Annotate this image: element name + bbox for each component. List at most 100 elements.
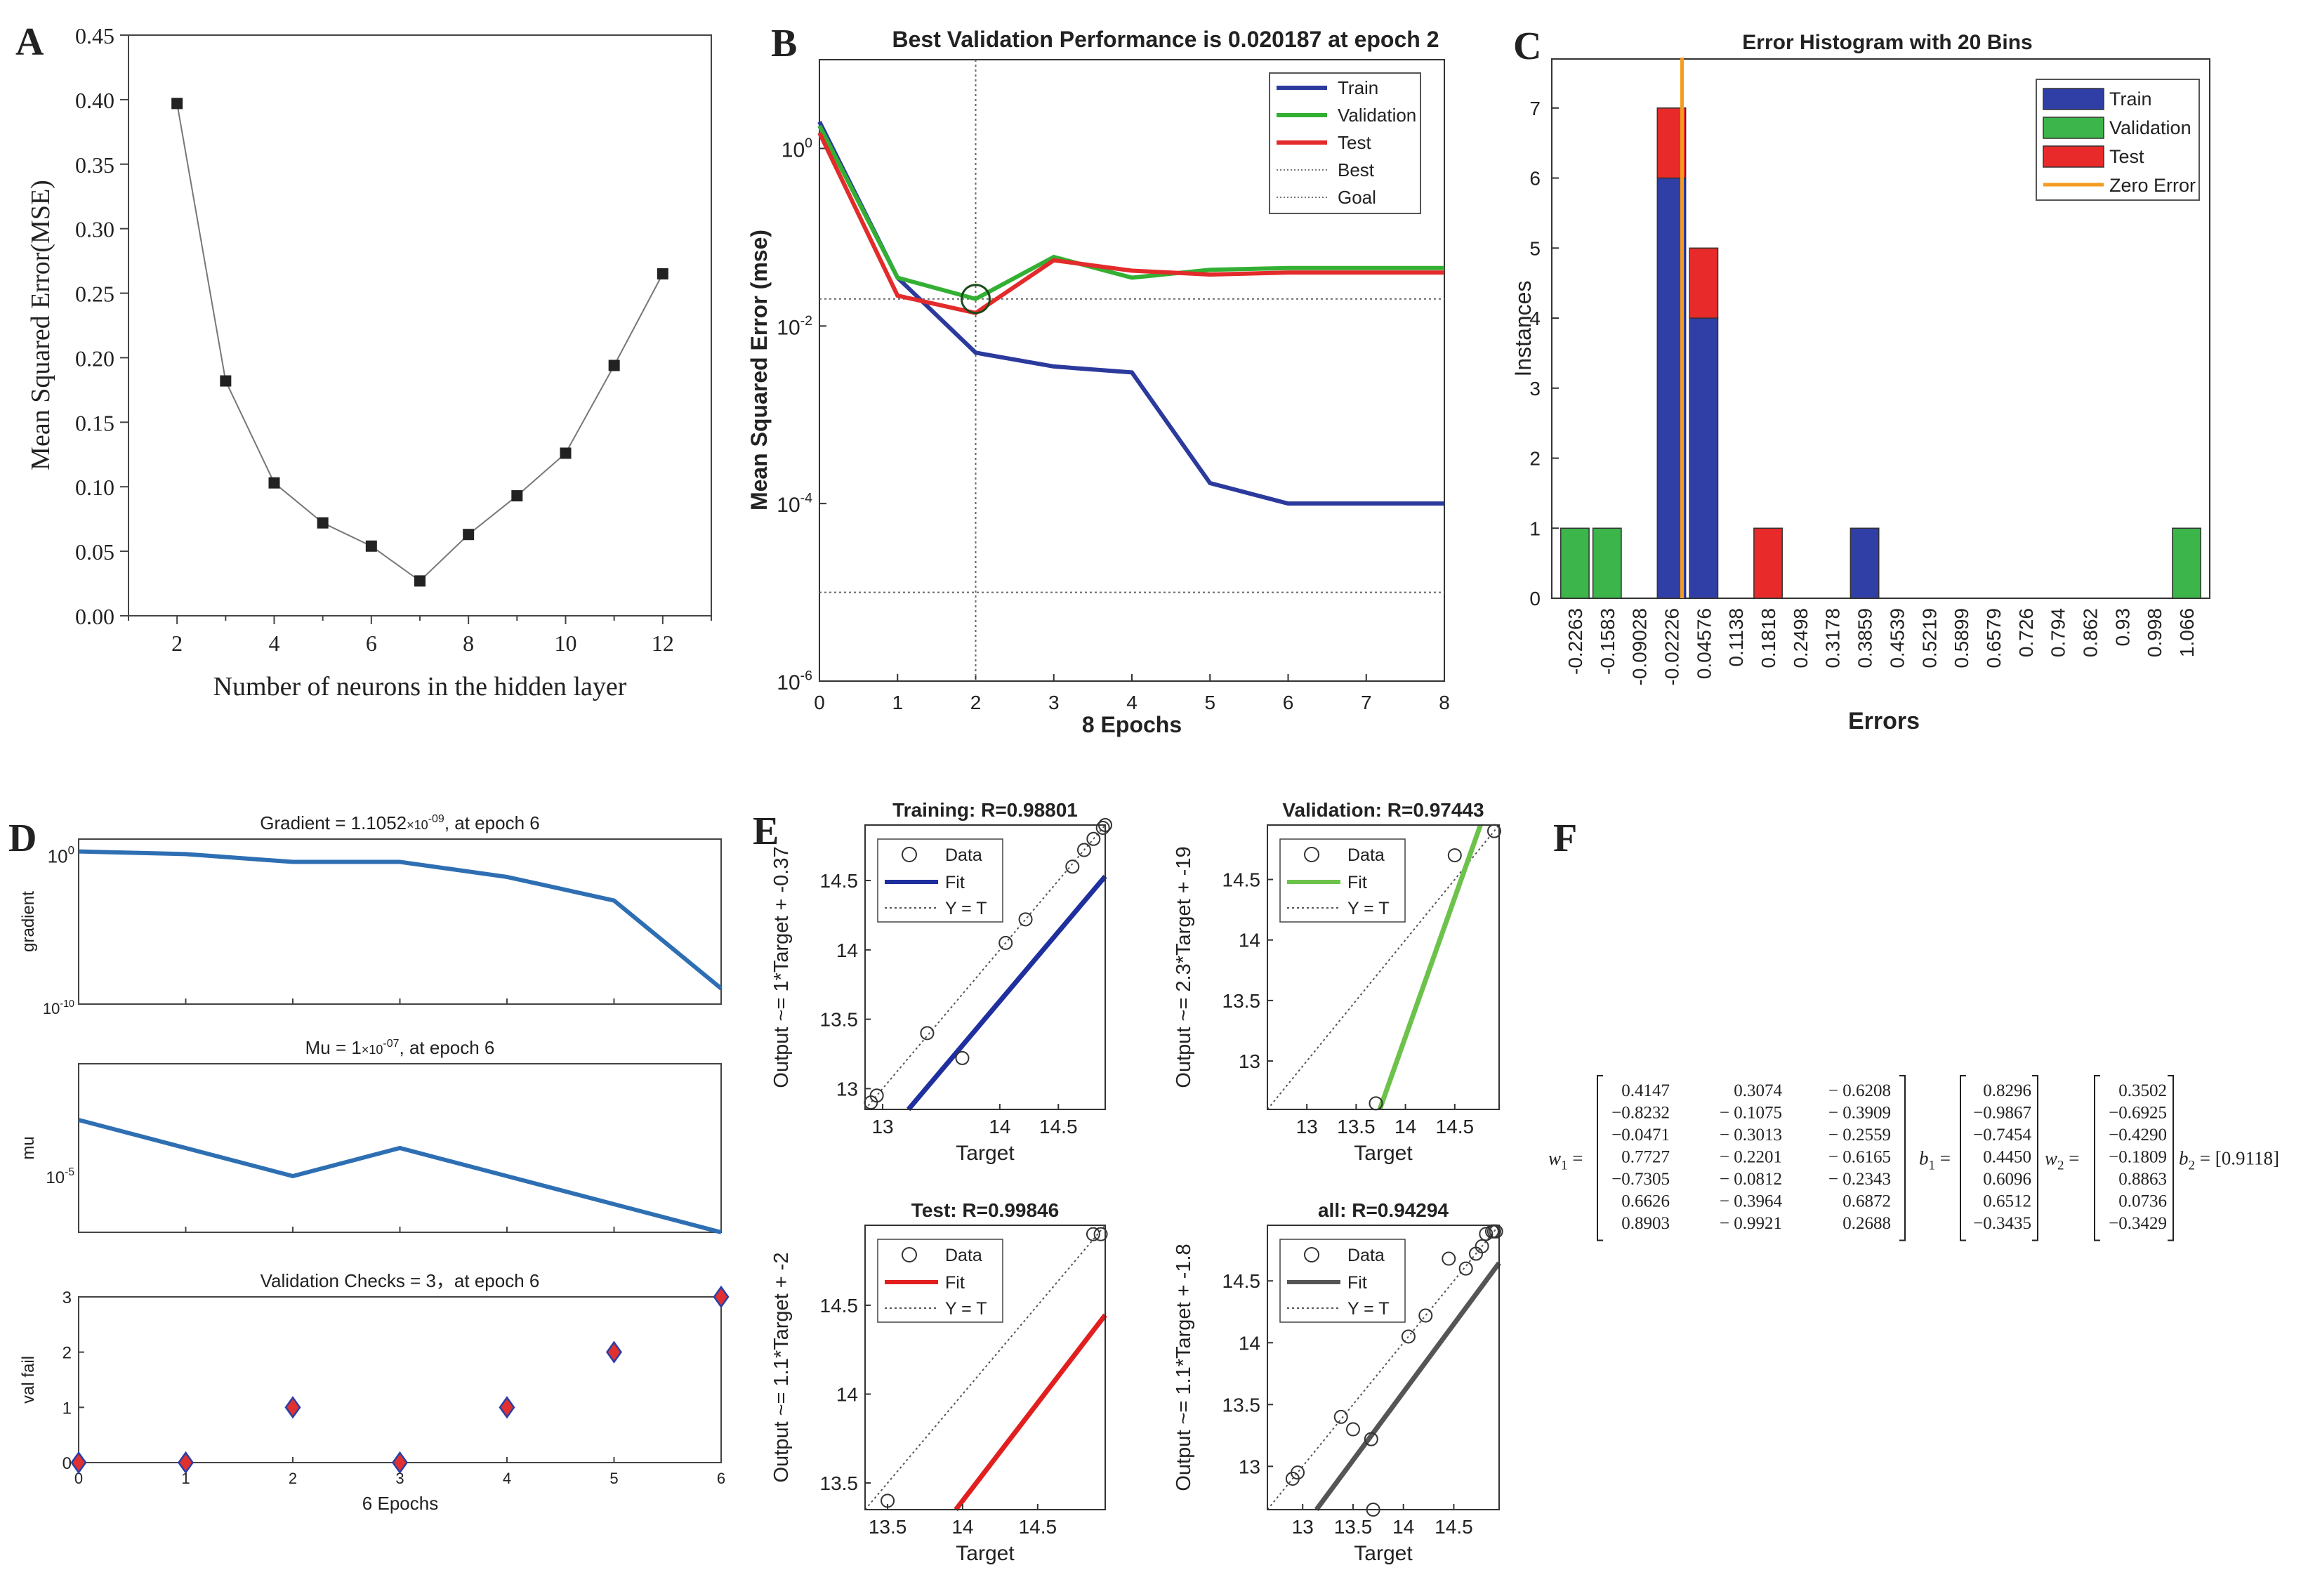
panel-b-xtick-label: 8: [1439, 692, 1450, 713]
panel-f-w1-cell: − 0.1075: [1720, 1104, 1782, 1123]
panel-f-w2-right-bracket: [2168, 1075, 2174, 1241]
panel-e-ytick-label: 14: [1239, 1332, 1260, 1354]
panel-label-a: A: [15, 20, 44, 64]
panel-e-data-point: [1086, 1227, 1100, 1241]
panel-e-ytick-label: 14.5: [1222, 869, 1261, 891]
panel-e-data-point: [998, 935, 1013, 950]
panel-d-subplot-title: Gradient = 1.1052×10-09, at epoch 6: [260, 812, 539, 833]
panel-b-ytick-label-base: 10: [777, 316, 800, 339]
panel-d-title-post: , at epoch 6: [400, 1037, 495, 1058]
panel-d-ytick-label: 0: [62, 1454, 72, 1473]
panel-e-data-point: [1418, 1308, 1433, 1323]
panel-e-data-point: [955, 1050, 970, 1065]
panel-e-xtick-label: 14.5: [1019, 1516, 1057, 1538]
panel-c-legend-label: Validation: [2109, 117, 2191, 138]
panel-d-ytick-label-exp: -5: [65, 1166, 74, 1178]
panel-d-subplot-title: Mu = 1×10-07, at epoch 6: [305, 1037, 495, 1058]
panel-a: 0.00 0.05 0.10 0.15 0.20 0.25 0.30 0.35 0.40 0.45…: [26, 23, 712, 701]
panel-b-legend-label: Validation: [1338, 105, 1416, 126]
panel-a-point: [414, 575, 426, 587]
panel-f-b1-right-bracket: [2032, 1075, 2038, 1241]
panel-e-xtick-label: 14.5: [1039, 1116, 1078, 1137]
panel-c-bar-test: [1689, 247, 1719, 319]
panel-d-xtick-label: 1: [181, 1470, 190, 1487]
panel-f-w2-cell: 0.8863: [2118, 1170, 2167, 1189]
panel-d-xtick-label: 2: [289, 1470, 297, 1487]
panel-a-xtick-label: 4: [269, 631, 280, 656]
panel-d-valfail-point: [713, 1285, 730, 1309]
panel-e-fit-line: [1314, 1261, 1501, 1512]
panel-a-ytick-label: 0.30: [75, 217, 114, 242]
panel-d-subplot-frame: [78, 1296, 722, 1463]
panel-e-xtick-label: 14.5: [1435, 1516, 1473, 1538]
panel-f-w1-right-bracket: [1899, 1075, 1906, 1241]
panel-e-legend-label: Data: [1347, 1246, 1385, 1265]
panel-b-ytick-label-base: 10: [777, 494, 800, 517]
panel-c-ytick-label: 2: [1529, 448, 1541, 470]
panel-c-xtick-label: -0.1583: [1597, 608, 1618, 675]
panel-c-legend-label: Train: [2109, 88, 2152, 110]
panel-a-point: [608, 360, 620, 371]
panel-e-xtick-label: 14: [989, 1116, 1010, 1137]
panel-e-legend-label: Data: [945, 1246, 982, 1265]
panel-e-data-point: [1475, 1239, 1489, 1253]
panel-f-w2-symbol: w2 =: [2045, 1147, 2080, 1173]
panel-a-ytick-label: 0.20: [75, 345, 114, 371]
panel-d-ytick-label: 100: [48, 844, 74, 867]
panel-d-title-pre: Mu = 1: [305, 1037, 362, 1058]
panel-c-xtick-label: -0.09028: [1629, 608, 1651, 686]
panel-e-subplot: Validation: R=0.97443 13 13.5 14 14.5 13 13.5 1…: [1173, 799, 1501, 1165]
panel-c-xtick-label: 0.794: [2048, 608, 2069, 657]
panel-e-xtick-label: 13.5: [1337, 1116, 1376, 1137]
panel-c-xtick-label: 0.5899: [1951, 608, 1972, 668]
panel-b-ytick-label-exp: 0: [805, 136, 812, 151]
panel-b-xtick-label: 7: [1361, 692, 1372, 713]
panel-c-ytick-label: 7: [1529, 98, 1541, 119]
panel-f-b1-symbol: b1 =: [1919, 1147, 1951, 1173]
panel-e-data-point: [1291, 1465, 1305, 1480]
panel-a-series-line: [176, 103, 664, 582]
panel-e-xlabel: Target: [956, 1142, 1015, 1165]
panel-e-data-point: [1093, 1227, 1108, 1241]
panel-e-legend-data-marker: [902, 847, 917, 862]
panel-f-w1-cell: 0.8903: [1621, 1214, 1670, 1233]
panel-a-point: [171, 98, 183, 110]
panel-f-b1-cell: −0.9867: [1973, 1104, 2031, 1123]
panel-c-xtick-label: 0.04576: [1693, 608, 1715, 679]
panel-d-xtick-label: 3: [395, 1470, 404, 1487]
panel-e-xtick-label: 13.5: [1334, 1516, 1373, 1538]
panel-d-xtick-label: 5: [609, 1470, 618, 1487]
panel-a-ylabel: Mean Squared Error(MSE): [26, 180, 55, 470]
panel-a-point: [463, 529, 475, 541]
panel-c-xtick-label: 0.3859: [1854, 608, 1876, 668]
panel-e-data-point: [920, 1026, 935, 1041]
panel-e-legend-data-marker: [902, 1247, 917, 1262]
panel-e-ytick-label: 14: [836, 939, 858, 961]
panel-d-xlabel: 6 Epochs: [362, 1493, 438, 1514]
panel-e-ylabel: Output ~= 1*Target + -0.37: [770, 846, 793, 1088]
panel-e-ylabel: Output ~= 1.1*Target + -2: [770, 1252, 793, 1482]
panel-c-xtick-label: 0.3178: [1822, 608, 1844, 668]
panel-e-subplot-title: Training: R=0.98801: [892, 799, 1078, 821]
panel-e-legend-label: Fit: [945, 873, 965, 892]
panel-e-subplot-frame: [1267, 824, 1500, 1110]
panel-c-bar-train: [1850, 527, 1880, 599]
panel-a-point: [365, 540, 377, 552]
panel-label-b: B: [771, 22, 797, 65]
panel-a-point: [220, 375, 232, 387]
panel-b: Best Validation Performance is 0.020187 …: [746, 27, 1450, 737]
panel-b-ytick-label-exp: -4: [800, 491, 812, 506]
panel-e-ylabel: Output ~= 1.1*Target + -1.8: [1173, 1244, 1195, 1491]
panel-e-xtick-label: 14: [951, 1516, 973, 1538]
panel-d-title-exp: -07: [383, 1038, 399, 1050]
panel-c-xtick-label: 0.5219: [1918, 608, 1940, 668]
panel-b-xtick-label: 6: [1283, 692, 1294, 713]
panel-c-ylabel: Instances: [1510, 281, 1536, 377]
panel-e-legend-data-marker: [1304, 847, 1319, 862]
panel-e-xtick-label: 14.5: [1436, 1116, 1475, 1137]
panel-e-data-point: [1458, 1261, 1473, 1276]
panel-d-ytick-label-base: 10: [43, 1000, 60, 1017]
panel-c-xtick-label: 1.066: [2176, 608, 2198, 657]
panel-b-ytick-label-exp: -2: [800, 313, 812, 329]
panel-e-legend-label: Fit: [1347, 873, 1367, 892]
